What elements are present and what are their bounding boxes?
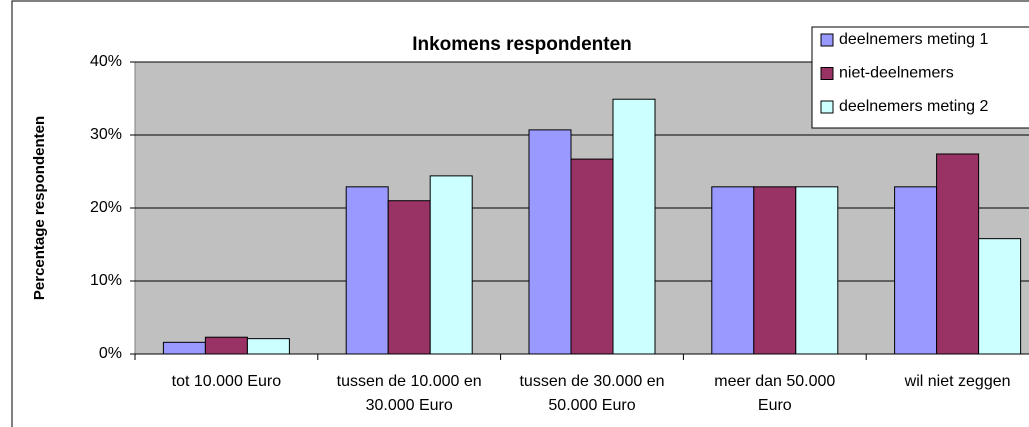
bar	[246, 338, 290, 355]
y-tick-label: 10%	[90, 272, 122, 289]
legend-box	[811, 26, 1029, 129]
legend-swatch	[820, 33, 834, 47]
legend-swatch	[820, 100, 834, 114]
bar	[429, 175, 473, 355]
bar	[162, 341, 206, 355]
bar	[345, 186, 389, 355]
legend-label: deelnemers meting 2	[839, 98, 989, 115]
bar	[936, 153, 980, 355]
x-tick-label: wil niet zeggen	[904, 373, 1011, 390]
bar	[894, 186, 938, 355]
y-tick-label: 30%	[90, 126, 122, 143]
y-tick-label: 0%	[99, 345, 122, 362]
legend-label: deelnemers meting 1	[839, 31, 989, 48]
bar	[753, 186, 797, 355]
bar	[570, 158, 614, 355]
bar	[387, 200, 431, 355]
y-axis-label: Percentage respondenten	[31, 116, 48, 300]
x-tick-label: tussen de 30.000 en 50.000 Euro	[519, 373, 665, 414]
y-tick-label: 20%	[90, 199, 122, 216]
bar	[795, 186, 839, 355]
bar	[978, 238, 1022, 355]
legend-swatch	[820, 67, 834, 80]
x-tick-label: meer dan 50.000 Euro	[714, 373, 836, 414]
x-tick-label: tot 10.000 Euro	[171, 373, 282, 390]
bar	[612, 98, 656, 355]
x-tick-label: tussen de 10.000 en 30.000 Euro	[336, 373, 482, 414]
y-tick-label: 40%	[90, 53, 122, 70]
bar	[204, 336, 248, 355]
chart-title: Inkomens respondenten	[412, 34, 632, 55]
bar	[711, 186, 755, 355]
legend-label: niet-deelnemers	[839, 65, 954, 82]
bar	[528, 129, 572, 355]
